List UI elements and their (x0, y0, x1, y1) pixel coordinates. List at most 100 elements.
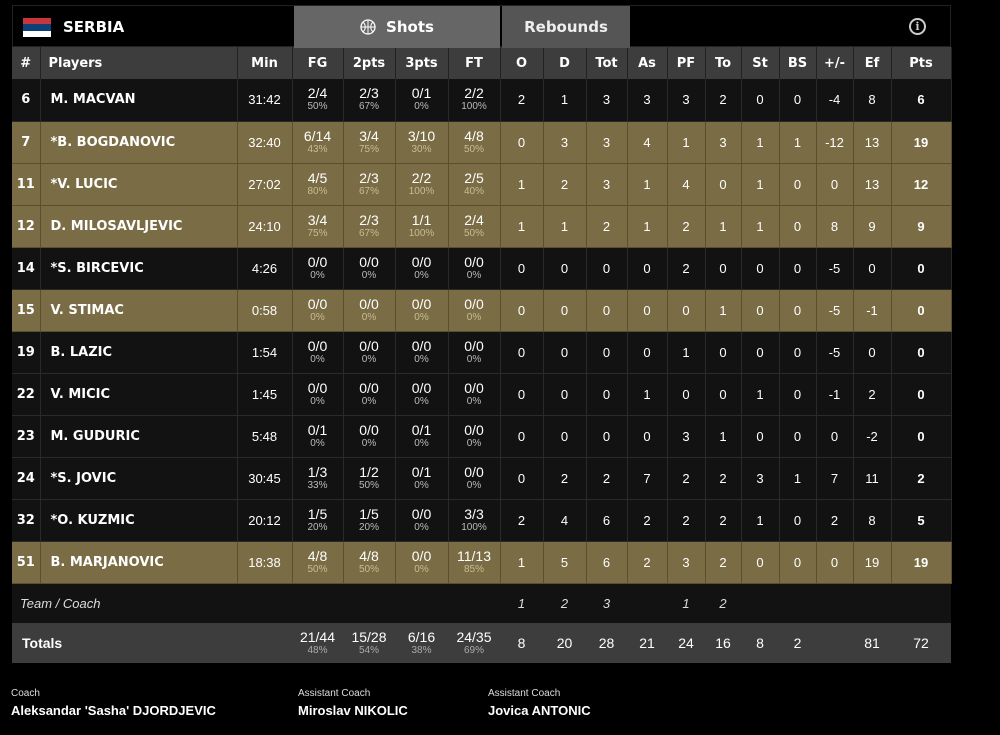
stat-cell: -4 (816, 79, 854, 122)
player-row[interactable]: 23 M. GUDURIC 5:48 0/1 0% 0/0 0% 0/1 0% 0/0 0% 0 0 0 0… (12, 415, 952, 458)
player-row[interactable]: 24 *S. JOVIC 30:45 1/3 33% 1/2 50% 0/1 0% 0/0 0% 0 2… (12, 457, 952, 500)
player-row[interactable]: 19 B. LAZIC 1:54 0/0 0% 0/0 0% 0/0 0% 0/0 0% 0 0 0 0 1 0… (12, 331, 952, 374)
column-header[interactable]: Players (40, 47, 238, 79)
made-attempted: 11/13 (457, 547, 491, 564)
player-name[interactable]: V. MICIC (40, 373, 238, 416)
stat-cell: 0 (891, 247, 952, 290)
shot-cell-fg: 0/0 0% (292, 373, 344, 416)
player-row[interactable]: 12 D. MILOSAVLJEVIC 24:10 3/4 75% 2/3 67% 1/1 10… (12, 205, 952, 248)
column-header[interactable]: # (12, 47, 41, 79)
percentage: 100% (461, 521, 487, 533)
stat-cell (891, 583, 951, 623)
stat-cell: 3 (627, 79, 668, 122)
player-row[interactable]: 51 B. MARJANOVIC 18:38 4/8 50% 4/8 50% 0/0 0% 11/… (12, 541, 952, 584)
shot-cell-p2: 2/3 67% (343, 205, 396, 248)
player-name[interactable]: *S. JOVIC (40, 457, 238, 500)
stat-cell: 3 (586, 79, 628, 122)
column-header[interactable]: PF (667, 47, 706, 79)
coach-name[interactable]: Jovica ANTONIC (488, 703, 591, 718)
column-header[interactable]: D (543, 47, 587, 79)
player-name[interactable]: B. MARJANOVIC (40, 541, 238, 584)
made-attempted: 3/10 (407, 127, 436, 144)
stat-cell: 0 (816, 415, 854, 458)
column-header[interactable]: Tot (586, 47, 628, 79)
player-row[interactable]: 22 V. MICIC 1:45 0/0 0% 0/0 0% 0/0 0% 0/0 0% 0 0 0 1 0 0… (12, 373, 952, 416)
column-header[interactable]: BS (779, 47, 817, 79)
player-name[interactable]: V. STIMAC (40, 289, 238, 332)
tab-rebounds[interactable]: Rebounds (502, 6, 630, 48)
shot-cell-ft: 0/0 0% (448, 331, 501, 374)
stat-cell (779, 583, 816, 623)
shot-cell-p2: 15/28 54% (343, 623, 395, 663)
made-attempted: 1/2 (359, 463, 379, 480)
stat-cell: 0 (627, 415, 668, 458)
tab-shots[interactable]: Shots (294, 6, 500, 48)
stat-cell (816, 583, 853, 623)
stat-cell: 1 (500, 163, 544, 206)
shot-cell-p2: 3/4 75% (343, 121, 396, 164)
stat-cell: 2 (667, 457, 706, 500)
percentage: 20% (307, 521, 328, 533)
column-header[interactable]: Min (237, 47, 293, 79)
coach-name[interactable]: Aleksandar 'Sasha' DJORDJEVIC (11, 703, 216, 718)
stat-cell: 11 (853, 457, 892, 500)
player-row[interactable]: 11 *V. LUCIC 27:02 4/5 80% 2/3 67% 2/2 100% 2/5 40… (12, 163, 952, 206)
column-header[interactable]: 3pts (395, 47, 449, 79)
player-name[interactable]: M. MACVAN (40, 79, 238, 122)
shot-cell-fg: 0/1 0% (292, 415, 344, 458)
stat-cell: 0 (543, 373, 587, 416)
player-name[interactable]: *S. BIRCEVIC (40, 247, 238, 290)
stat-cell: 0 (500, 373, 544, 416)
stat-cell: 0 (741, 79, 780, 122)
player-row[interactable]: 32 *O. KUZMIC 20:12 1/5 20% 1/5 20% 0/0 0% 3/3 100… (12, 499, 952, 542)
column-header[interactable]: As (627, 47, 668, 79)
column-header[interactable]: FG (292, 47, 344, 79)
info-icon[interactable]: i (909, 18, 926, 35)
stat-cell: 0 (741, 289, 780, 332)
player-row[interactable]: 14 *S. BIRCEVIC 4:26 0/0 0% 0/0 0% 0/0 0% 0/0 0% 0 0… (12, 247, 952, 290)
stat-cell: 0 (500, 331, 544, 374)
column-header[interactable]: +/- (816, 47, 854, 79)
made-attempted: 4/5 (307, 169, 328, 186)
totals-label: Totals (12, 623, 292, 663)
shot-cell-fg: 3/4 75% (292, 205, 344, 248)
shot-cell-fg: 21/44 48% (292, 623, 343, 663)
shot-cell-ft: 0/0 0% (448, 457, 501, 500)
column-header[interactable]: Pts (891, 47, 952, 79)
stat-cell: 20 (543, 623, 586, 663)
column-header[interactable]: FT (448, 47, 501, 79)
player-name[interactable]: *O. KUZMIC (40, 499, 238, 542)
stat-cell: 3 (667, 415, 706, 458)
shot-cell-p3: 3/10 30% (395, 121, 449, 164)
percentage: 0% (414, 311, 429, 323)
player-name[interactable]: B. LAZIC (40, 331, 238, 374)
player-name[interactable]: *V. LUCIC (40, 163, 238, 206)
stat-cell: -5 (816, 331, 854, 374)
stat-cell: 1 (741, 499, 780, 542)
column-header[interactable]: 2pts (343, 47, 396, 79)
player-row[interactable]: 15 V. STIMAC 0:58 0/0 0% 0/0 0% 0/0 0% 0/0 0% 0 0 0 0 0… (12, 289, 952, 332)
player-name[interactable]: D. MILOSAVLJEVIC (40, 205, 238, 248)
stat-cell: -5 (816, 247, 854, 290)
coach-name[interactable]: Miroslav NIKOLIC (298, 703, 408, 718)
column-header[interactable]: Ef (853, 47, 892, 79)
player-name[interactable]: *B. BOGDANOVIC (40, 121, 238, 164)
made-attempted: 0/0 (411, 547, 432, 564)
column-header[interactable]: St (741, 47, 780, 79)
shot-cell-p3: 0/1 0% (395, 457, 449, 500)
minutes: 27:02 (237, 163, 293, 206)
percentage: 67% (358, 101, 379, 113)
minutes: 31:42 (237, 79, 293, 122)
column-header[interactable]: O (500, 47, 544, 79)
stat-cell: 1 (741, 373, 780, 416)
made-attempted: 0/1 (307, 421, 328, 438)
stat-cell: 0 (627, 331, 668, 374)
player-name[interactable]: M. GUDURIC (40, 415, 238, 458)
column-header[interactable]: To (705, 47, 742, 79)
coach-entry: Coach Aleksandar 'Sasha' DJORDJEVIC (11, 688, 216, 718)
stat-cell: 3 (586, 583, 627, 623)
stat-cell: 1 (667, 331, 706, 374)
player-row[interactable]: 6 M. MACVAN 31:42 2/4 50% 2/3 67% 0/1 0% 2/2 100% 2… (12, 79, 952, 122)
stat-cell: 2 (705, 499, 742, 542)
player-row[interactable]: 7 *B. BOGDANOVIC 32:40 6/14 43% 3/4 75% 3/10 30%… (12, 121, 952, 164)
